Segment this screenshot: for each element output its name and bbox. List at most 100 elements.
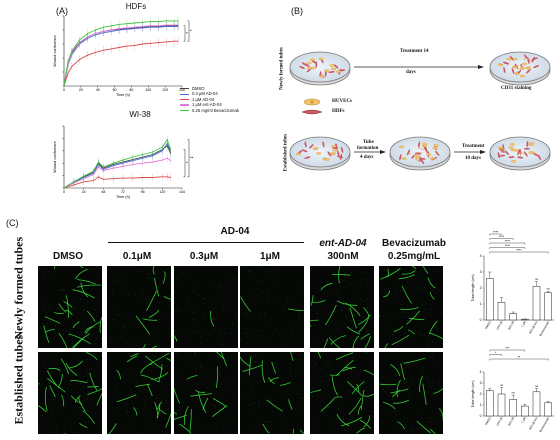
- micrograph-image: [240, 269, 304, 348]
- header-0-3um: 0.3μM: [189, 251, 219, 262]
- tube: [401, 269, 416, 275]
- bar: [521, 405, 529, 417]
- series-line: [63, 20, 179, 87]
- speckle: [116, 393, 118, 395]
- tube: [292, 428, 294, 434]
- speckle: [313, 387, 314, 389]
- bar: [521, 318, 529, 321]
- speckle: [298, 313, 300, 314]
- speckle: [286, 381, 288, 383]
- micrograph-r1-c0: [38, 352, 102, 434]
- speckle: [124, 267, 126, 269]
- speckle: [286, 417, 288, 419]
- speckle: [57, 308, 59, 310]
- speckle: [197, 429, 199, 431]
- data-point: [93, 180, 94, 182]
- huvec-cell: [331, 145, 337, 148]
- speckle: [54, 398, 56, 400]
- speckle: [275, 328, 277, 330]
- speckle: [383, 268, 385, 270]
- speckle: [287, 344, 289, 346]
- tube: [343, 367, 353, 370]
- header-bevacizumab: Bevacizumab: [382, 238, 446, 249]
- speckle: [314, 324, 316, 326]
- speckle: [101, 355, 102, 356]
- huvec-cell: [306, 61, 312, 65]
- data-point: [134, 44, 136, 46]
- speckle: [428, 378, 429, 380]
- speckle: [133, 325, 135, 327]
- speckle: [242, 362, 244, 364]
- speckle: [343, 286, 345, 288]
- speckle: [58, 289, 60, 291]
- speckle: [405, 270, 407, 272]
- tube-segment: [405, 153, 412, 155]
- speckle: [53, 420, 55, 422]
- speckle: [349, 267, 351, 268]
- speckle: [287, 296, 289, 298]
- x-tick-label: 120: [159, 190, 165, 194]
- speckle: [316, 313, 318, 314]
- hdf-cell: [523, 147, 531, 150]
- huvec-cell: [526, 66, 532, 69]
- speckle: [154, 274, 156, 275]
- speckle: [214, 328, 216, 330]
- bar: [532, 286, 541, 321]
- speckle: [153, 429, 155, 430]
- tube: [211, 405, 228, 418]
- tube: [165, 412, 171, 428]
- y-tick-label: 0: [480, 414, 482, 418]
- speckle: [220, 286, 222, 288]
- speckle: [397, 368, 399, 370]
- speckle: [42, 359, 43, 361]
- data-point: [173, 40, 175, 42]
- speckle: [167, 365, 169, 366]
- hdf-cell: [308, 144, 314, 149]
- speckle: [64, 429, 66, 431]
- x-tick-label: 140: [179, 88, 185, 92]
- tube: [348, 397, 362, 415]
- speckle: [390, 412, 391, 414]
- speckle: [312, 396, 314, 398]
- series-0-3-m-ad-04: [63, 22, 179, 87]
- speckle: [245, 333, 247, 335]
- speckle: [189, 422, 191, 424]
- y-tick-label: 0: [480, 318, 482, 322]
- dish-newly-start: [289, 51, 351, 86]
- speckle: [289, 320, 290, 321]
- tube: [352, 335, 359, 348]
- speckle: [162, 410, 164, 412]
- speckle: [133, 426, 135, 428]
- speckle: [329, 324, 331, 326]
- speckle: [223, 421, 225, 423]
- tube-segment: [512, 65, 520, 68]
- speckle: [156, 405, 158, 407]
- speckle: [175, 377, 177, 379]
- speckle: [87, 379, 89, 381]
- tube: [341, 416, 363, 427]
- speckle: [115, 280, 117, 282]
- tube: [146, 290, 157, 311]
- speckle: [137, 408, 139, 410]
- speckle: [168, 303, 169, 305]
- speckle: [226, 387, 228, 389]
- tube: [430, 292, 435, 300]
- legend-swatch: [180, 93, 189, 95]
- tube: [158, 364, 163, 382]
- series-dmso: [63, 21, 179, 87]
- speckle: [148, 430, 150, 432]
- data-point: [134, 22, 136, 24]
- sig-label: ****: [505, 239, 511, 243]
- data-point: [97, 166, 99, 168]
- category-label: 100 nM: [495, 416, 503, 427]
- speckle: [115, 326, 117, 328]
- speckle: [56, 413, 58, 415]
- tube: [190, 393, 213, 397]
- tube: [379, 383, 397, 386]
- speckle: [45, 352, 47, 354]
- speckle: [247, 342, 249, 344]
- sig-bracket: [187, 139, 190, 178]
- speckle: [92, 269, 94, 270]
- series-1-m-ent-ad-04: [63, 20, 179, 87]
- micrograph-image: [108, 352, 171, 434]
